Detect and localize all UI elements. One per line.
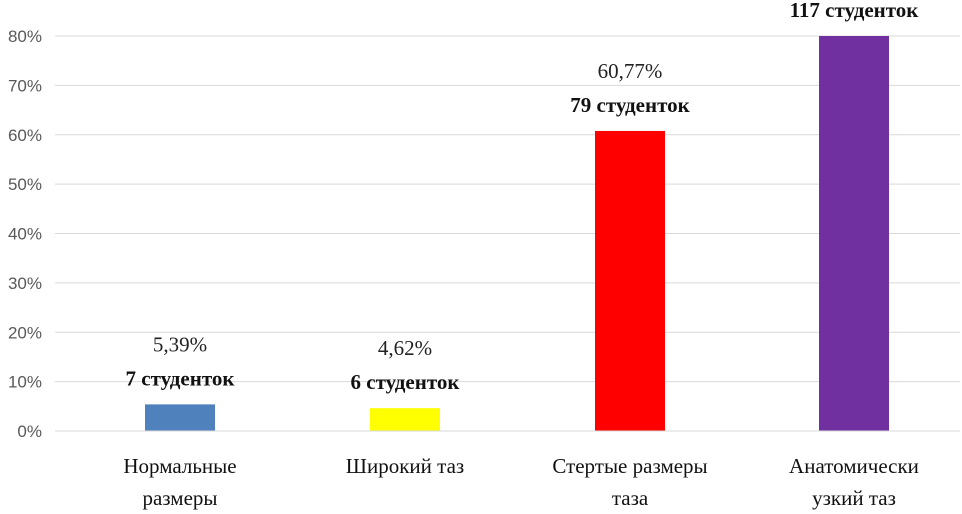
category-label: Анатомически — [789, 454, 919, 478]
y-tick-label: 70% — [8, 76, 42, 95]
bar — [370, 408, 440, 431]
bars — [145, 36, 889, 431]
category-label: узкий таз — [812, 486, 896, 510]
y-tick-label: 50% — [8, 175, 42, 194]
category-label: размеры — [142, 486, 217, 510]
y-tick-label: 20% — [8, 323, 42, 342]
y-axis-ticks: 0% 10% 20% 30% 40% 50% 60% 70% 80% — [8, 27, 42, 441]
y-tick-label: 40% — [8, 225, 42, 244]
category-label: таза — [612, 486, 649, 510]
value-label: 4,62% — [378, 336, 432, 360]
y-tick-label: 10% — [8, 373, 42, 392]
y-tick-label: 80% — [8, 27, 42, 46]
count-label: 117 студенток — [790, 0, 920, 22]
category-label: Широкий таз — [346, 454, 464, 478]
bar — [819, 36, 889, 431]
category-label: Нормальные — [123, 454, 236, 478]
value-label: 60,77% — [598, 59, 663, 83]
y-tick-label: 0% — [17, 422, 42, 441]
count-label: 7 студенток — [126, 366, 236, 390]
value-label: 5,39% — [153, 332, 207, 356]
data-labels: 5,39% 7 студенток 4,62% 6 студенток 60,77% 79… — [126, 0, 920, 394]
y-tick-label: 60% — [8, 126, 42, 145]
category-label: Стертые размеры — [552, 454, 707, 478]
y-tick-label: 30% — [8, 274, 42, 293]
count-label: 79 студенток — [570, 93, 690, 117]
gridlines — [55, 35, 960, 383]
bar — [595, 130, 665, 431]
x-axis-categories: Нормальные размеры Широкий таз Стертые разм… — [123, 454, 919, 510]
count-label: 6 студенток — [351, 370, 461, 394]
bar — [145, 404, 215, 431]
